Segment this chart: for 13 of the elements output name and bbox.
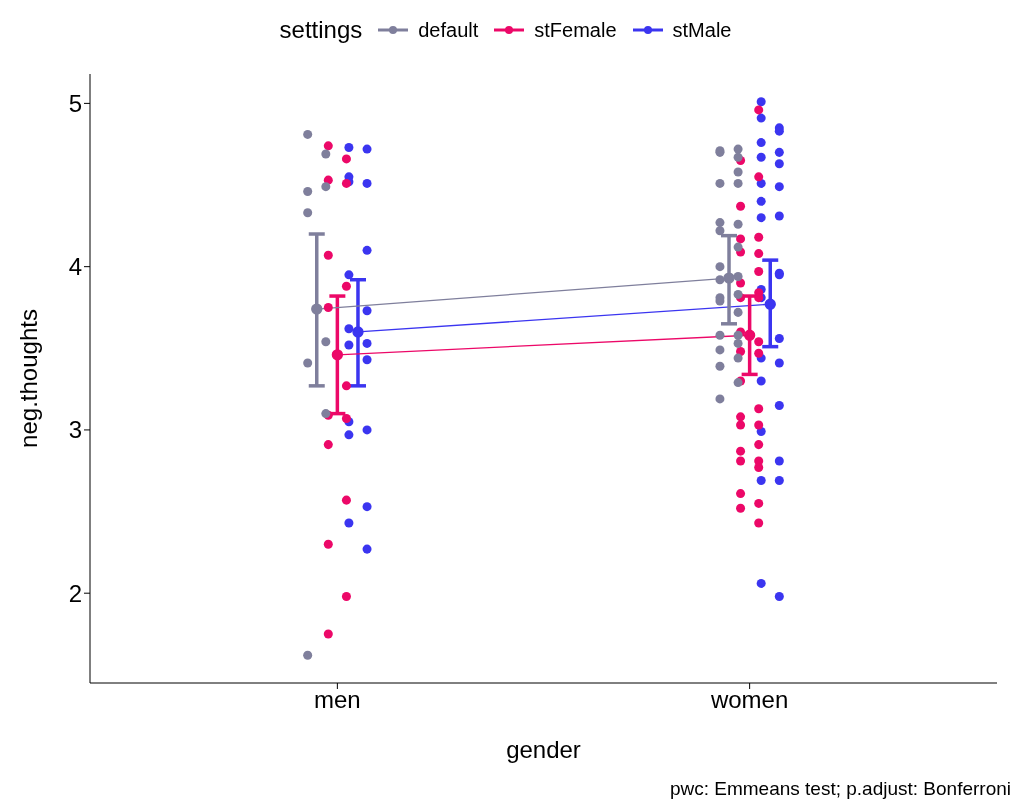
y-tick-label: 5: [68, 89, 82, 117]
legend-label: stFemale: [534, 18, 617, 42]
legend-label: stMale: [672, 18, 732, 42]
x-axis-title: gender: [506, 736, 581, 763]
legend-label: default: [418, 18, 479, 42]
text: pwc: Emmeans test; p.adjust: Bonferroni: [668, 778, 1011, 800]
legend-title: settings: [279, 16, 363, 44]
x-tick-label: women: [709, 686, 789, 714]
y-tick-label: 2: [68, 579, 82, 607]
x-tick-label: men: [314, 686, 361, 714]
y-tick-label: 4: [68, 253, 82, 281]
y-axis-title: neg.thoughts: [14, 309, 42, 448]
y-tick-label: 3: [68, 416, 82, 444]
